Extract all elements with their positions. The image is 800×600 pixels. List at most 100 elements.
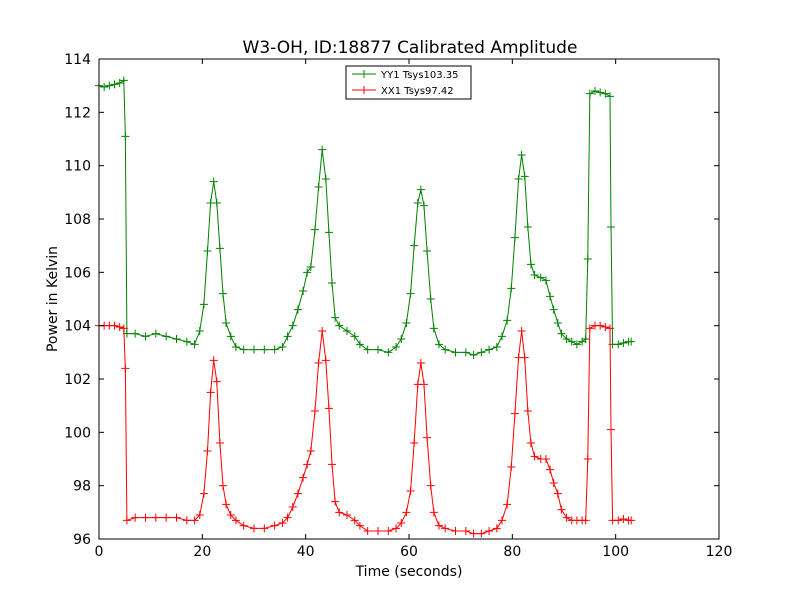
data-point xyxy=(355,521,364,530)
data-point xyxy=(195,511,204,519)
data-point xyxy=(328,460,337,469)
series-1 xyxy=(95,76,636,359)
legend-marker xyxy=(360,86,368,94)
data-point xyxy=(607,425,616,434)
legend: YY1 Tsys103.35 XX1 Tsys97.42 xyxy=(345,65,472,100)
data-point xyxy=(523,407,532,415)
data-point xyxy=(434,521,443,530)
plot-area xyxy=(95,76,636,538)
data-point xyxy=(260,524,269,533)
data-point xyxy=(498,516,506,525)
data-point xyxy=(596,321,605,330)
data-point xyxy=(374,527,382,535)
data-point xyxy=(485,345,494,354)
data-point xyxy=(520,353,529,362)
data-point xyxy=(318,327,327,335)
data-point xyxy=(343,327,351,335)
data-point xyxy=(517,151,526,159)
data-point xyxy=(406,289,415,298)
data-point xyxy=(222,319,231,327)
data-point xyxy=(206,388,215,397)
y-tick-label: 96 xyxy=(73,532,91,548)
data-point xyxy=(402,508,411,517)
data-point xyxy=(219,289,227,298)
data-point xyxy=(219,481,227,490)
data-point xyxy=(212,377,221,386)
data-point xyxy=(306,263,315,271)
data-point xyxy=(384,348,393,357)
data-point xyxy=(461,527,470,535)
data-point xyxy=(549,479,558,487)
data-point xyxy=(212,199,221,207)
data-point xyxy=(441,524,450,533)
y-tick-label: 110 xyxy=(64,159,91,175)
data-point xyxy=(115,79,124,87)
data-point xyxy=(299,473,308,482)
y-tick-label: 114 xyxy=(64,52,91,68)
data-point xyxy=(510,409,519,418)
data-point xyxy=(110,80,119,89)
data-point xyxy=(318,145,327,154)
data-point xyxy=(498,332,506,341)
data-point xyxy=(122,516,131,525)
y-tick-label: 98 xyxy=(73,479,91,495)
data-point xyxy=(293,489,302,498)
data-point xyxy=(331,497,340,506)
data-point xyxy=(397,519,406,527)
data-point xyxy=(162,513,171,522)
data-point xyxy=(392,343,401,351)
data-point xyxy=(115,323,124,331)
data-point xyxy=(328,279,337,287)
data-point xyxy=(627,516,636,525)
data-point xyxy=(250,345,258,354)
data-point xyxy=(507,463,516,471)
data-point xyxy=(419,380,428,389)
data-point xyxy=(429,508,438,517)
data-point xyxy=(510,233,519,242)
data-point xyxy=(215,244,224,253)
data-point xyxy=(601,89,610,98)
data-point xyxy=(503,316,512,325)
data-point xyxy=(250,524,258,533)
data-point xyxy=(350,332,359,341)
data-point xyxy=(596,88,605,97)
data-point xyxy=(203,447,212,455)
data-point xyxy=(270,521,279,530)
data-point xyxy=(350,516,359,525)
data-point xyxy=(583,455,592,463)
data-point xyxy=(231,516,240,525)
y-axis-label: Power in Kelvin xyxy=(45,246,61,352)
data-point xyxy=(557,329,566,338)
data-point xyxy=(110,321,119,330)
data-point xyxy=(314,359,323,367)
legend-label: YY1 Tsys103.35 xyxy=(380,70,459,81)
y-axis: 96 98 100 102 104 106 108 110 112 114 xyxy=(64,52,719,548)
data-point xyxy=(392,524,401,533)
data-point xyxy=(406,487,415,495)
data-point xyxy=(429,324,438,333)
data-point xyxy=(121,132,130,141)
data-point xyxy=(469,351,478,359)
data-point xyxy=(402,319,411,327)
data-point xyxy=(549,305,558,314)
data-point xyxy=(209,356,218,365)
data-point xyxy=(419,201,428,210)
y-tick-label: 102 xyxy=(64,372,91,388)
data-point xyxy=(278,343,287,351)
y-tick-label: 104 xyxy=(64,319,91,335)
data-point xyxy=(105,81,114,90)
data-point xyxy=(461,348,470,357)
data-point xyxy=(303,268,312,277)
y-tick-label: 106 xyxy=(64,265,91,281)
data-point xyxy=(397,335,406,343)
data-point xyxy=(203,247,212,255)
data-point xyxy=(583,255,592,263)
data-point xyxy=(299,287,308,295)
data-point xyxy=(141,513,150,522)
data-point xyxy=(553,319,562,327)
data-point xyxy=(614,516,623,525)
data-point xyxy=(293,305,302,314)
data-point xyxy=(451,348,460,357)
chart-title: W3-OH, ID:18877 Calibrated Amplitude xyxy=(243,38,578,58)
